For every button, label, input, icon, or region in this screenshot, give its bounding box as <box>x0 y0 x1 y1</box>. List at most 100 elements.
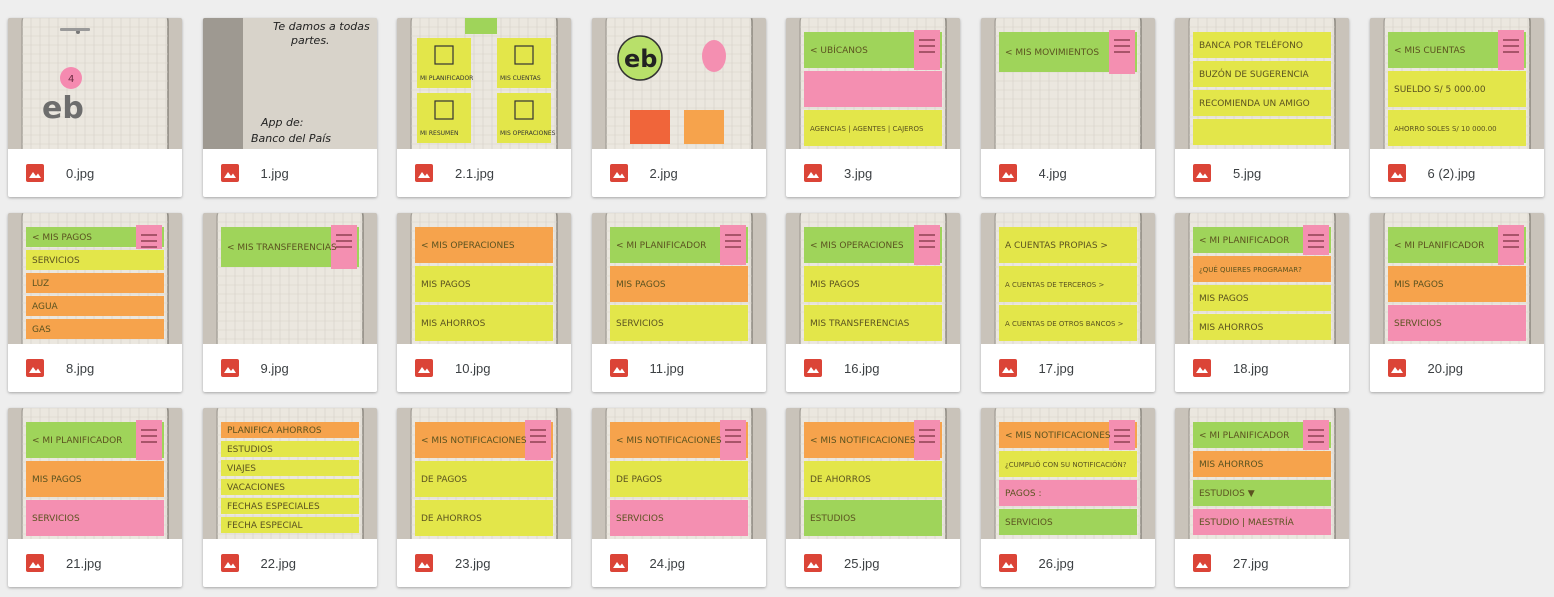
file-thumbnail[interactable]: BANCA POR TELÉFONO BUZÓN DE SUGERENCIA REC… <box>1175 18 1349 149</box>
thumbnail-sketch: < UBÍCANOS AGENCIAS | AGENTES | CAJEROS <box>786 18 960 149</box>
sketch-text: < MI PLANIFICADOR <box>32 436 122 446</box>
file-name: 20.jpg <box>1427 360 1463 376</box>
sketch-text: SERVICIOS <box>616 514 664 524</box>
file-card[interactable]: < MIS NOTIFICACIONES DE PAGOS SERVICIOS 24.… <box>591 408 766 587</box>
file-card-footer[interactable]: 24.jpg <box>592 539 766 587</box>
file-card-footer[interactable]: 22.jpg <box>203 539 377 587</box>
file-card-footer[interactable]: 23.jpg <box>397 539 571 587</box>
file-name: 9.jpg <box>260 360 289 376</box>
file-thumbnail[interactable]: < MIS NOTIFICACIONES ¿CUMPLIÓ CON SU NOTI… <box>980 408 1155 539</box>
image-file-icon <box>220 359 239 377</box>
file-thumbnail[interactable]: < MIS PAGOS SERVICIOS LUZ AGUA GAS <box>8 213 182 344</box>
file-name: 23.jpg <box>455 555 491 571</box>
file-card-footer[interactable]: 0.jpg <box>8 149 182 197</box>
file-card[interactable]: < MI PLANIFICADOR MIS PAGOS SERVICIOS 11.jp… <box>591 213 766 392</box>
file-card-footer[interactable]: 9.jpg <box>203 344 377 392</box>
file-card-footer[interactable]: 20.jpg <box>1370 344 1544 392</box>
file-card-footer[interactable]: 1.jpg <box>203 149 377 197</box>
file-thumbnail[interactable]: < UBÍCANOS AGENCIAS | AGENTES | CAJEROS <box>786 18 960 149</box>
image-file-icon <box>220 164 239 182</box>
file-thumbnail[interactable]: < MIS TRANSFERENCIAS <box>202 213 377 344</box>
file-card[interactable]: A CUENTAS PROPIAS > A CUENTAS DE TERCEROS… <box>980 213 1155 392</box>
file-card-footer[interactable]: 27.jpg <box>1175 539 1349 587</box>
file-card[interactable]: < MIS PAGOS SERVICIOS LUZ AGUA GAS 8.jpg <box>8 213 182 392</box>
file-card-footer[interactable]: 17.jpg <box>981 344 1155 392</box>
file-thumbnail[interactable]: 4 eb <box>8 18 182 149</box>
thumbnail-sketch: < MIS NOTIFICACIONES DE PAGOS DE AHORROS <box>397 408 571 539</box>
sketch-text: GAS <box>32 325 51 335</box>
thumbnail-sketch: BANCA POR TELÉFONO BUZÓN DE SUGERENCIA REC… <box>1175 18 1349 149</box>
file-thumbnail[interactable]: < MIS NOTIFICACIONES DE PAGOS SERVICIOS <box>591 408 766 539</box>
file-card-footer[interactable]: 21.jpg <box>8 539 182 587</box>
sketch-text: PAGOS : <box>1005 489 1042 499</box>
sketch-text: ESTUDIOS <box>227 445 273 455</box>
file-thumbnail[interactable]: < MIS MOVIMIENTOS <box>980 18 1155 149</box>
file-thumbnail[interactable]: MI PLANIFICADOR MIS CUENTAS MI RESUMEN MIS … <box>397 18 571 149</box>
sketch-text: PLANIFICA AHORROS <box>227 426 322 436</box>
file-card[interactable]: eb 2.jpg <box>591 18 766 197</box>
sketch-text: MIS OPERACIONES <box>500 130 556 137</box>
file-card[interactable]: < MIS NOTIFICACIONES DE PAGOS DE AHORROS 23… <box>397 408 571 587</box>
file-thumbnail[interactable]: < MIS OPERACIONES MIS PAGOS MIS TRANSFEREN… <box>786 213 960 344</box>
file-card[interactable]: 4 eb 0.jpg <box>8 18 182 197</box>
file-thumbnail[interactable]: < MIS CUENTAS SUELDO S/ 5 000.00 AHORRO SO… <box>1369 18 1544 149</box>
sketch-text: MIS PAGOS <box>32 475 82 485</box>
file-card[interactable]: BANCA POR TELÉFONO BUZÓN DE SUGERENCIA REC… <box>1175 18 1349 197</box>
sketch-text: < MI PLANIFICADOR <box>1199 236 1289 246</box>
file-card-footer[interactable]: 6 (2).jpg <box>1370 149 1544 197</box>
thumbnail-sketch: < MIS OPERACIONES MIS PAGOS MIS TRANSFEREN… <box>786 213 960 344</box>
file-card-footer[interactable]: 18.jpg <box>1175 344 1349 392</box>
file-card[interactable]: PLANIFICA AHORROS ESTUDIOS VIAJES VACACIONE… <box>202 408 377 587</box>
sketch-text: < MIS NOTIFICACIONES <box>1005 431 1111 441</box>
image-file-icon <box>609 359 628 377</box>
file-card-footer[interactable]: 2.jpg <box>592 149 766 197</box>
file-thumbnail[interactable]: < MIS OPERACIONES MIS PAGOS MIS AHORROS <box>397 213 571 344</box>
thumbnail-sketch: 4 eb <box>8 18 182 149</box>
file-card[interactable]: < MIS CUENTAS SUELDO S/ 5 000.00 AHORRO SO… <box>1369 18 1544 197</box>
file-thumbnail[interactable]: < MIS NOTIFICACIONES DE AHORROS ESTUDIOS <box>786 408 960 539</box>
sketch-text: MIS PAGOS <box>810 280 860 290</box>
file-card[interactable]: Te damos a todas partes. App de: Banco del … <box>202 18 377 197</box>
sketch-text: partes. <box>290 34 330 47</box>
file-card[interactable]: MI PLANIFICADOR MIS CUENTAS MI RESUMEN MIS … <box>397 18 571 197</box>
file-thumbnail[interactable]: < MI PLANIFICADOR MIS PAGOS SERVICIOS <box>591 213 766 344</box>
sketch-text: Te damos a todas <box>273 20 370 33</box>
file-thumbnail[interactable]: < MI PLANIFICADOR MIS PAGOS SERVICIOS <box>1369 213 1544 344</box>
file-card[interactable]: < MI PLANIFICADOR ¿QUÉ QUIERES PROGRAMAR?… <box>1175 213 1349 392</box>
file-thumbnail[interactable]: < MIS NOTIFICACIONES DE PAGOS DE AHORROS <box>397 408 571 539</box>
file-thumbnail[interactable]: < MI PLANIFICADOR MIS PAGOS SERVICIOS <box>8 408 182 539</box>
file-card[interactable]: < MIS TRANSFERENCIAS 9.jpg <box>202 213 377 392</box>
file-thumbnail[interactable]: < MI PLANIFICADOR MIS AHORROS ESTUDIOS ▼ ES… <box>1175 408 1349 539</box>
file-card[interactable]: < MIS OPERACIONES MIS PAGOS MIS AHORROS 10.… <box>397 213 571 392</box>
file-card[interactable]: < UBÍCANOS AGENCIAS | AGENTES | CAJEROS 3.… <box>786 18 960 197</box>
file-thumbnail[interactable]: < MI PLANIFICADOR ¿QUÉ QUIERES PROGRAMAR?… <box>1175 213 1349 344</box>
file-thumbnail[interactable]: A CUENTAS PROPIAS > A CUENTAS DE TERCEROS… <box>980 213 1155 344</box>
file-name: 17.jpg <box>1038 360 1074 376</box>
image-file-icon <box>26 359 44 377</box>
image-file-icon <box>26 554 44 572</box>
file-card[interactable]: < MI PLANIFICADOR MIS AHORROS ESTUDIOS ▼ ES… <box>1175 408 1349 587</box>
file-card[interactable]: < MI PLANIFICADOR MIS PAGOS SERVICIOS 21.jp… <box>8 408 182 587</box>
file-card-footer[interactable]: 16.jpg <box>786 344 960 392</box>
file-card[interactable]: < MIS NOTIFICACIONES DE AHORROS ESTUDIOS 25… <box>786 408 960 587</box>
file-card[interactable]: < MIS MOVIMIENTOS 4.jpg <box>980 18 1155 197</box>
file-card-footer[interactable]: 10.jpg <box>397 344 571 392</box>
file-name: 24.jpg <box>649 555 685 571</box>
file-card-footer[interactable]: 2.1.jpg <box>397 149 571 197</box>
file-card-footer[interactable]: 8.jpg <box>8 344 182 392</box>
file-card-footer[interactable]: 25.jpg <box>786 539 960 587</box>
file-card-footer[interactable]: 26.jpg <box>981 539 1155 587</box>
file-card[interactable]: < MIS NOTIFICACIONES ¿CUMPLIÓ CON SU NOTI… <box>980 408 1155 587</box>
file-card-footer[interactable]: 3.jpg <box>786 149 960 197</box>
file-card-footer[interactable]: 11.jpg <box>592 344 766 392</box>
thumbnail-sketch: < MIS NOTIFICACIONES ¿CUMPLIÓ CON SU NOTI… <box>980 408 1155 539</box>
file-thumbnail[interactable]: eb <box>591 18 766 149</box>
file-card[interactable]: < MIS OPERACIONES MIS PAGOS MIS TRANSFEREN… <box>786 213 960 392</box>
file-thumbnail[interactable]: Te damos a todas partes. App de: Banco del … <box>202 18 377 149</box>
file-card[interactable]: < MI PLANIFICADOR MIS PAGOS SERVICIOS 20.jp… <box>1369 213 1544 392</box>
file-card-footer[interactable]: 5.jpg <box>1175 149 1349 197</box>
file-card-footer[interactable]: 4.jpg <box>981 149 1155 197</box>
sketch-text: < MIS TRANSFERENCIAS <box>227 243 337 253</box>
file-thumbnail[interactable]: PLANIFICA AHORROS ESTUDIOS VIAJES VACACIONE… <box>202 408 377 539</box>
